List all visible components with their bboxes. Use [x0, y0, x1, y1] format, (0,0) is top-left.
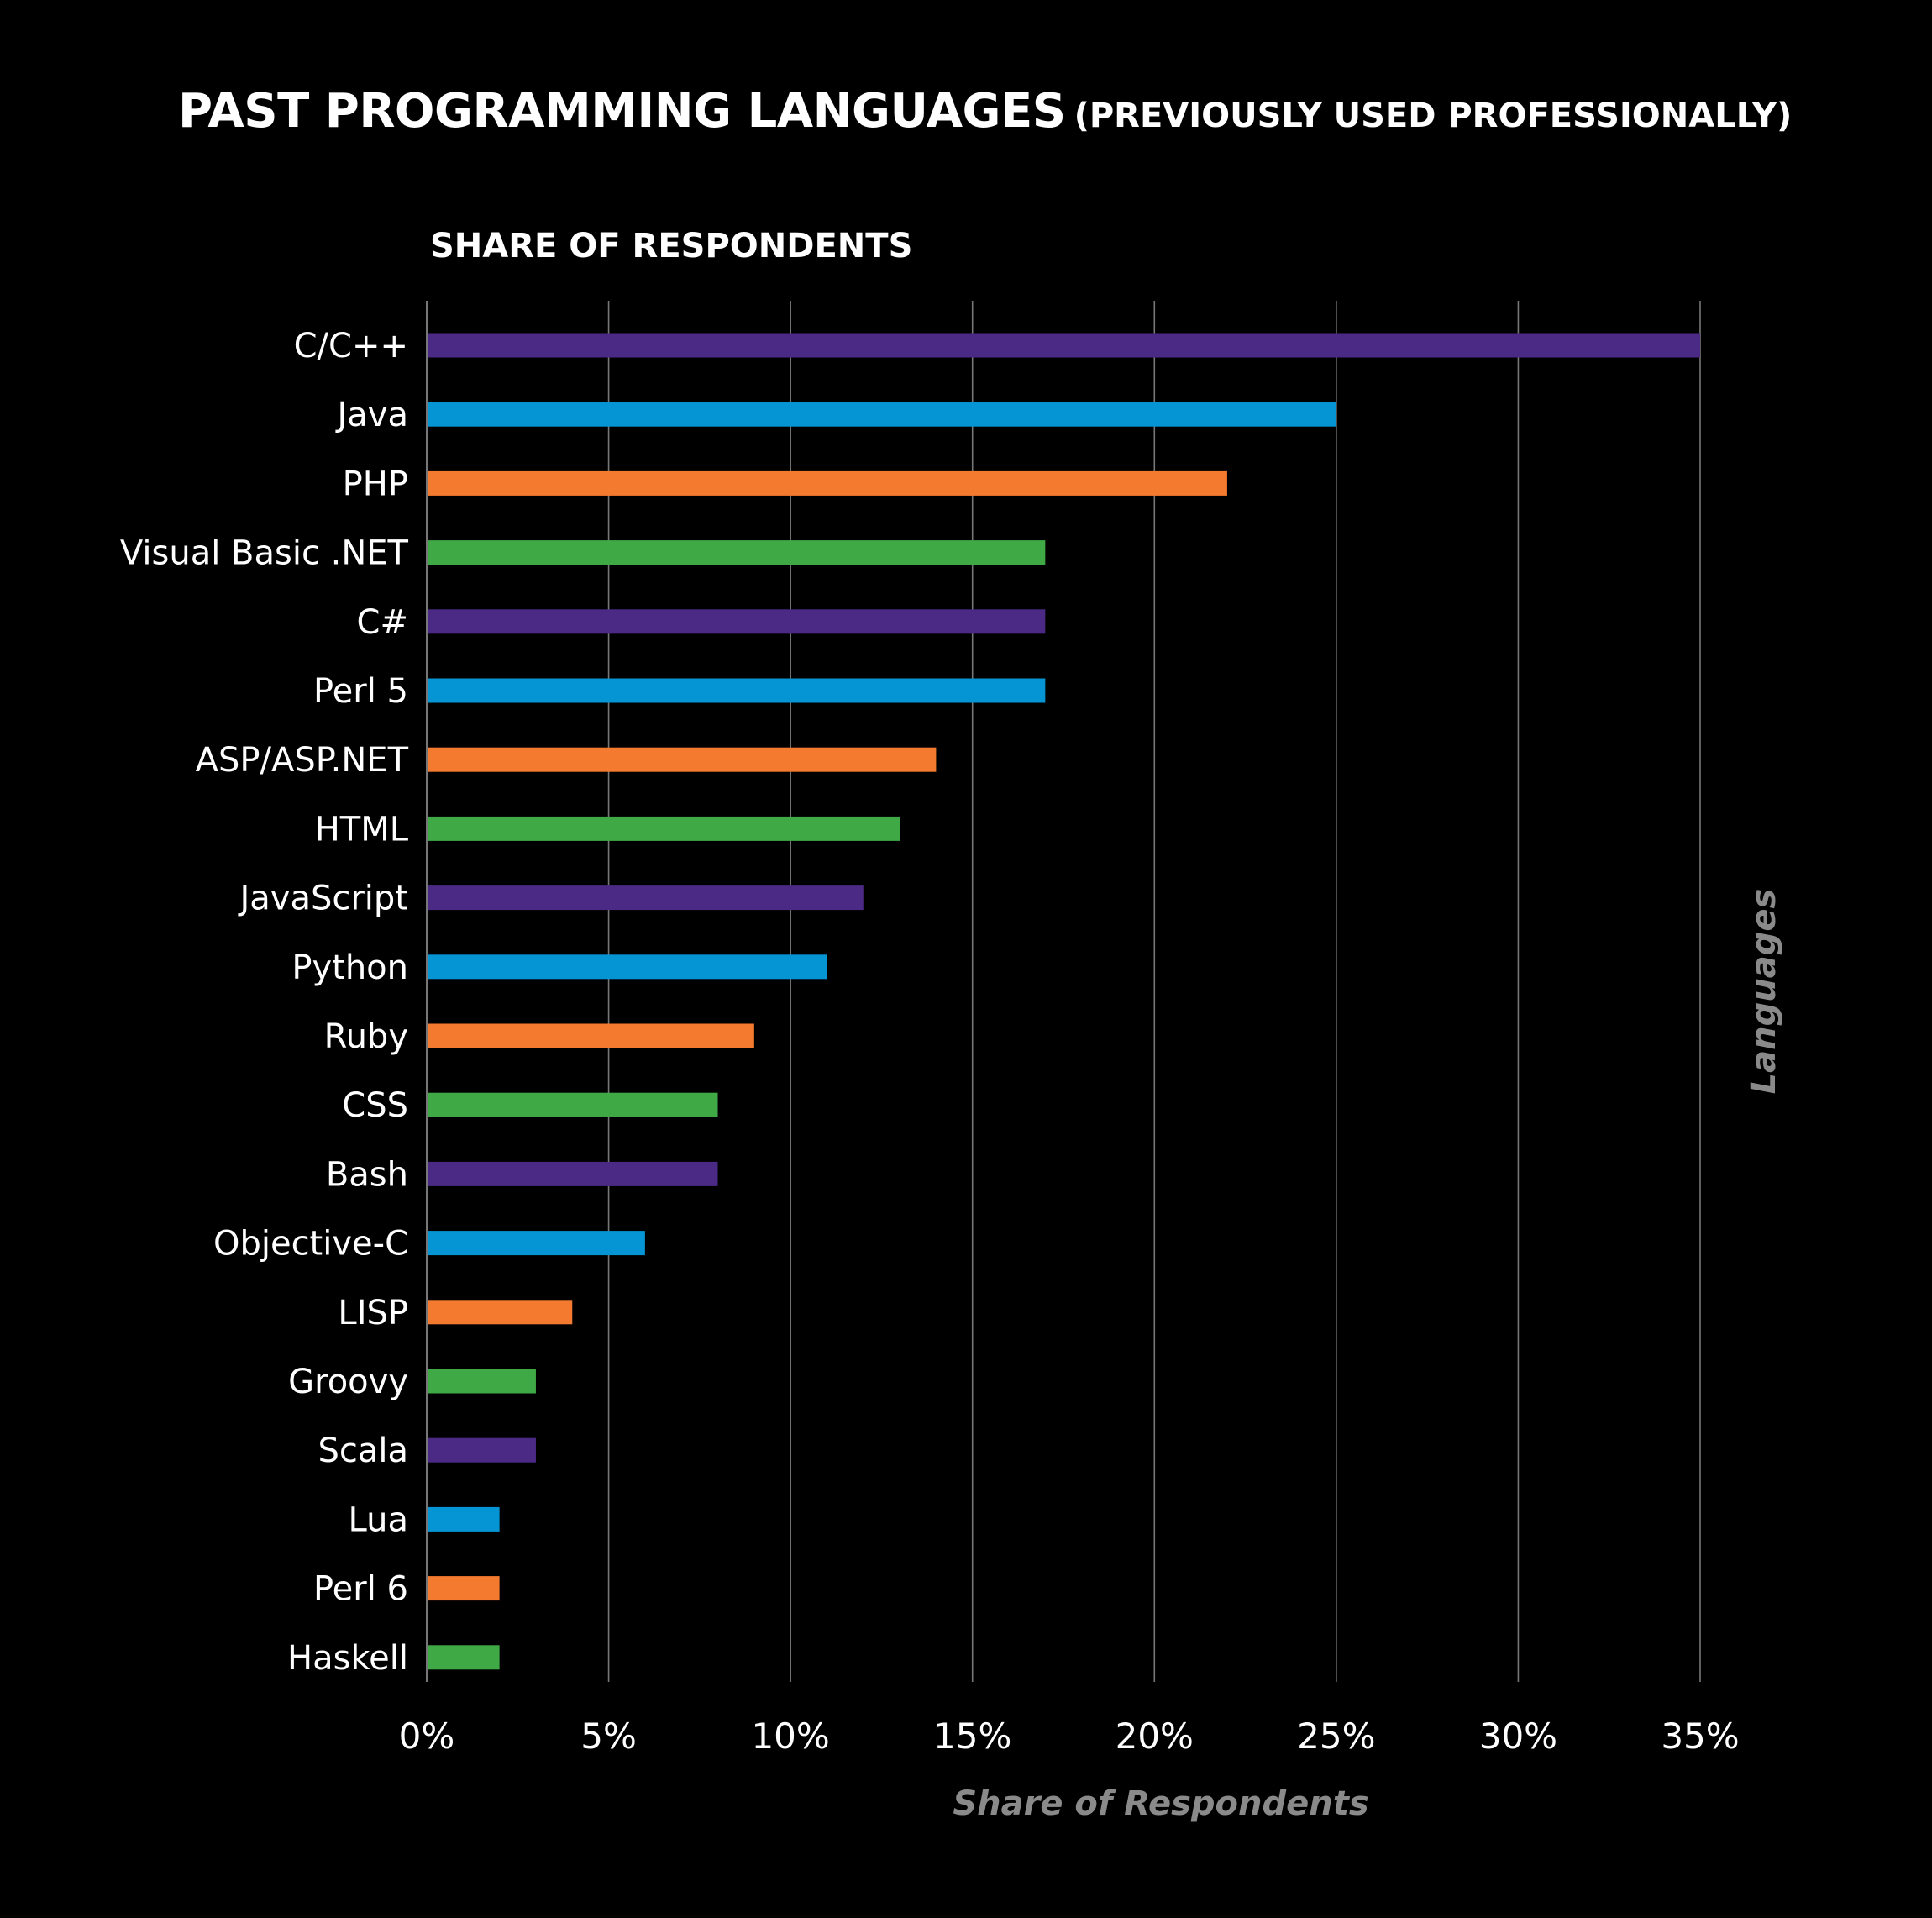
bar-0 — [428, 333, 1700, 358]
x-tick-label-7: 35% — [1661, 1716, 1739, 1757]
category-label-9: Python — [291, 948, 408, 987]
bar-15 — [428, 1369, 536, 1394]
bar-4 — [428, 609, 1046, 634]
gridlines — [426, 301, 1701, 1682]
chart-subtitle: SHARE OF RESPONDENTS — [430, 227, 913, 265]
y-axis-label: Languages — [1745, 889, 1783, 1095]
x-tick-label-6: 30% — [1479, 1716, 1557, 1757]
bar-18 — [428, 1576, 500, 1601]
x-tick-label-1: 5% — [580, 1716, 637, 1757]
bar-14 — [428, 1300, 573, 1325]
bar-19 — [428, 1645, 500, 1670]
category-label-1: Java — [335, 396, 409, 434]
category-label-7: HTML — [315, 810, 409, 849]
chart-title-main: PAST PROGRAMMING LANGUAGES — [178, 84, 1066, 139]
category-label-5: Perl 5 — [313, 672, 408, 711]
category-label-2: PHP — [343, 465, 408, 503]
bar-12 — [428, 1161, 718, 1186]
bar-8 — [428, 885, 864, 911]
category-label-16: Scala — [318, 1432, 408, 1470]
category-label-19: Haskell — [287, 1639, 408, 1678]
x-tick-label-4: 20% — [1116, 1716, 1194, 1757]
x-tick-labels: 0% 5% 10% 15% 20% 25% 30% 35% — [399, 1716, 1740, 1757]
bar-6 — [428, 747, 937, 772]
category-label-18: Perl 6 — [313, 1570, 408, 1609]
chart-title-sub: (PREVIOUSLY USED PROFESSIONALLY) — [1074, 97, 1793, 135]
bar-3 — [428, 540, 1046, 565]
bar-9 — [428, 954, 827, 980]
bar-1 — [428, 402, 1336, 427]
category-label-10: Ruby — [324, 1017, 408, 1056]
bar-17 — [428, 1506, 500, 1532]
bar-11 — [428, 1092, 718, 1117]
chart-title: PAST PROGRAMMING LANGUAGES (PREVIOUSLY US… — [178, 84, 1792, 139]
category-labels: C/C++ Java PHP Visual Basic .NET C# Perl 5 ASP… — [120, 327, 409, 1678]
x-tick-label-2: 10% — [751, 1716, 829, 1757]
bar-5 — [428, 678, 1046, 703]
bar-13 — [428, 1231, 645, 1256]
bar-7 — [428, 816, 900, 841]
x-tick-label-0: 0% — [399, 1716, 455, 1757]
category-label-4: C# — [357, 603, 408, 642]
x-axis-label: Share of Respondents — [953, 1784, 1368, 1823]
category-label-11: CSS — [342, 1086, 408, 1125]
bars — [428, 333, 1700, 1670]
x-tick-label-5: 25% — [1297, 1716, 1375, 1757]
x-tick-label-3: 15% — [933, 1716, 1011, 1757]
category-label-8: JavaScript — [237, 880, 408, 918]
bar-10 — [428, 1023, 754, 1048]
category-label-0: C/C++ — [294, 327, 408, 365]
category-label-14: LISP — [338, 1294, 408, 1332]
bar-2 — [428, 470, 1227, 496]
category-label-15: Groovy — [288, 1363, 408, 1401]
bar-16 — [428, 1437, 536, 1463]
category-label-12: Bash — [326, 1155, 408, 1194]
category-label-6: ASP/ASP.NET — [196, 741, 409, 780]
category-label-3: Visual Basic .NET — [120, 534, 409, 573]
category-label-13: Objective-C — [213, 1225, 408, 1264]
category-label-17: Lua — [349, 1500, 408, 1539]
